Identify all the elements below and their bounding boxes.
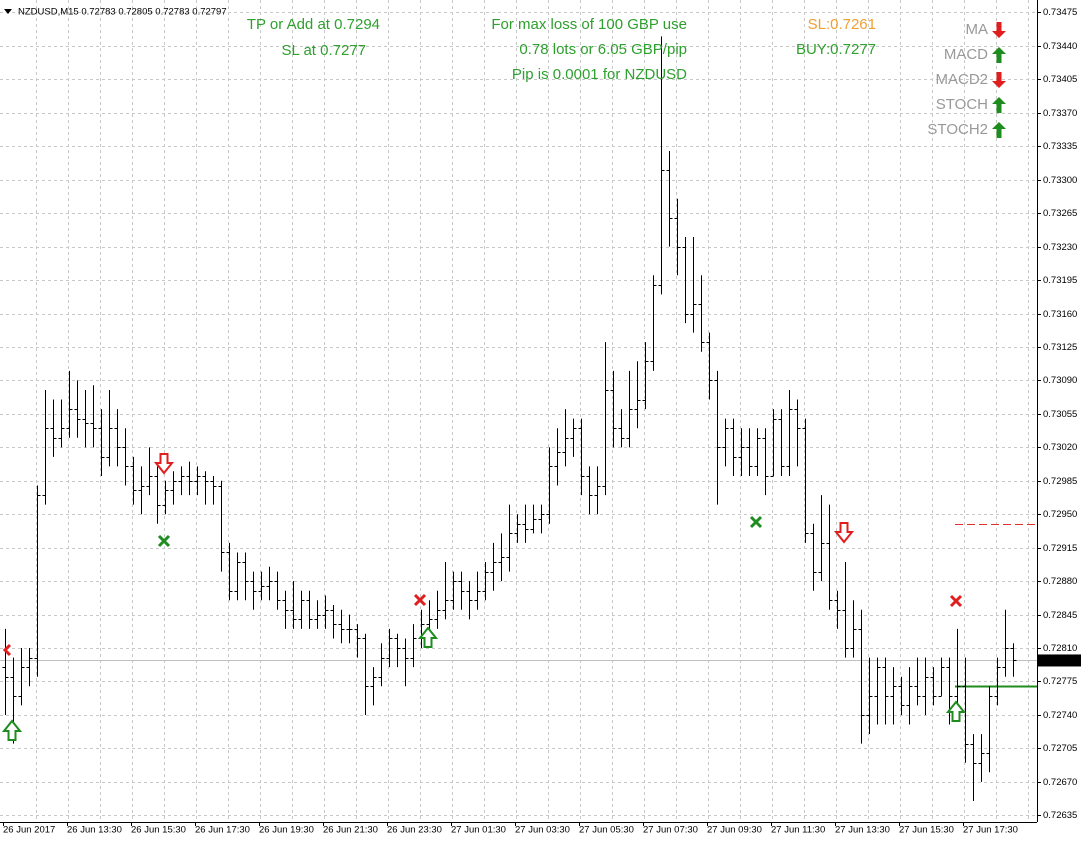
y-tick-label: 0.73090 [1043, 375, 1077, 386]
signal-arrow [992, 72, 1006, 88]
x-tick-label: 27 Jun 09:30 [707, 825, 762, 836]
annotation: Pip is 0.0001 for NZDUSD [512, 66, 687, 83]
exit-marker [413, 593, 427, 607]
y-tick-label: 0.72775 [1043, 676, 1077, 687]
y-tick-label: 0.72740 [1043, 710, 1077, 721]
x-tick-label: 26 Jun 13:30 [67, 825, 122, 836]
y-tick-label: 0.72670 [1043, 777, 1077, 788]
annotation: BUY:0.7277 [796, 41, 876, 58]
signal-marker [833, 522, 855, 544]
plot [1, 36, 1037, 801]
y-tick-label: 0.72705 [1043, 743, 1077, 754]
x-tick-label: 27 Jun 01:30 [451, 825, 506, 836]
y-tick-label: 0.73475 [1043, 7, 1077, 18]
annotation: 0.78 lots or 6.05 GBP/pip [519, 41, 687, 58]
signal-arrow [992, 122, 1006, 138]
signal-marker [153, 453, 175, 475]
y-tick-label: 0.72635 [1043, 810, 1077, 821]
x-tick-label: 27 Jun 13:30 [835, 825, 890, 836]
x-tick-label: 26 Jun 2017 [3, 825, 55, 836]
x-tick-label: 26 Jun 17:30 [195, 825, 250, 836]
indicator-name: STOCH2 [927, 121, 988, 138]
annotation: SL at 0.7277 [281, 42, 366, 59]
y-tick-label: 0.73370 [1043, 108, 1077, 119]
exit-marker [949, 594, 963, 608]
y-tick-label: 0.72985 [1043, 476, 1077, 487]
annotation: TP or Add at 0.7294 [247, 16, 380, 33]
annotation: SL:0.7261 [808, 16, 876, 33]
y-tick-label: 0.73195 [1043, 275, 1077, 286]
signal-marker [945, 700, 967, 722]
indicator-name: MA [966, 21, 989, 38]
menu-triangle[interactable] [4, 9, 12, 14]
x-tick-label: 26 Jun 15:30 [131, 825, 186, 836]
x-tick-label: 26 Jun 23:30 [387, 825, 442, 836]
x-tick-label: 27 Jun 05:30 [579, 825, 634, 836]
y-tick-label: 0.73300 [1043, 175, 1077, 186]
y-tick-label: 0.73335 [1043, 141, 1077, 152]
y-tick-label: 0.73265 [1043, 208, 1077, 219]
y-tick-label: 0.72845 [1043, 610, 1077, 621]
x-tick-label: 26 Jun 21:30 [323, 825, 378, 836]
x-tick-label: 27 Jun 15:30 [899, 825, 954, 836]
y-tick-label: 0.72880 [1043, 576, 1077, 587]
signal-arrow [992, 22, 1006, 38]
x-tick-label: 27 Jun 03:30 [515, 825, 570, 836]
signal-marker [417, 626, 439, 648]
grid [0, 0, 1037, 822]
exit-marker [157, 534, 171, 548]
indicator-name: STOCH [936, 96, 988, 113]
x-tick-label: 27 Jun 17:30 [963, 825, 1018, 836]
y-tick-label: 0.73440 [1043, 41, 1077, 52]
x-tick-label: 27 Jun 07:30 [643, 825, 698, 836]
exit-marker [2, 643, 12, 657]
last-price-box [1038, 654, 1081, 667]
y-tick-label: 0.72915 [1043, 543, 1077, 554]
y-tick-label: 0.72810 [1043, 643, 1077, 654]
y-tick-label: 0.73125 [1043, 342, 1077, 353]
signal-arrow [992, 97, 1006, 113]
indicator-name: MACD [944, 46, 988, 63]
x-tick-label: 26 Jun 19:30 [259, 825, 314, 836]
y-tick-label: 0.73405 [1043, 74, 1077, 85]
signal-marker [1, 719, 23, 741]
last-price-label: 0.72797 [1041, 655, 1075, 666]
y-tick-label: 0.73055 [1043, 409, 1077, 420]
chart-title: NZDUSD,M15 0.72783 0.72805 0.72783 0.727… [18, 7, 227, 18]
y-tick-label: 0.73020 [1043, 442, 1077, 453]
y-tick-label: 0.73230 [1043, 242, 1077, 253]
y-tick-label: 0.72950 [1043, 509, 1077, 520]
y-tick-label: 0.73160 [1043, 309, 1077, 320]
indicator-name: MACD2 [935, 71, 988, 88]
x-tick-label: 27 Jun 11:30 [771, 825, 825, 836]
exit-marker [749, 515, 763, 529]
annotation: For max loss of 100 GBP use [491, 16, 687, 33]
signal-arrow [992, 47, 1006, 63]
